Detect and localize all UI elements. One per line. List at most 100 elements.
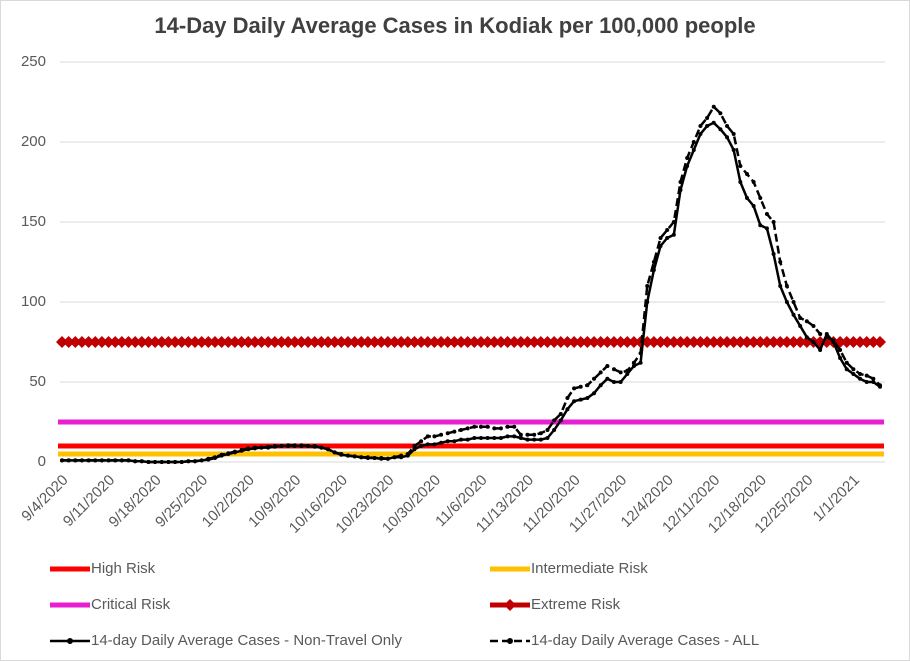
legend-label: Extreme Risk [531,596,621,613]
series-point [631,360,636,365]
threshold-marker [89,336,102,348]
series-point [698,124,703,128]
threshold-marker [780,336,793,348]
series-point [731,148,736,152]
threshold-marker [534,336,547,348]
series-point [685,156,690,160]
series-point [439,440,444,445]
series-point [419,444,424,448]
threshold-marker [155,336,168,348]
series-point [392,455,397,460]
threshold-marker [787,336,800,348]
series-point [718,111,723,116]
threshold-marker [195,336,208,348]
series-point [525,437,530,442]
series-point [133,459,138,464]
series-point [459,428,464,432]
series-point [804,335,809,340]
series-point [671,220,676,224]
threshold-marker [734,336,747,348]
threshold-marker [115,336,128,348]
threshold-marker [568,336,581,348]
threshold-marker [594,336,607,348]
series-point [844,367,849,372]
threshold-marker [182,336,195,348]
threshold-marker [56,336,68,348]
series-point [878,383,882,388]
series-point [485,424,490,429]
threshold-marker [554,336,567,348]
series-point [505,434,510,439]
threshold-marker [102,336,115,348]
threshold-marker [701,336,714,348]
series-point [193,459,198,464]
series-point [538,431,543,436]
series-point [266,444,271,449]
threshold-marker [521,336,534,348]
y-tick-label: 200 [21,133,46,150]
series-point [691,148,696,152]
series-point [186,459,191,464]
series-point [505,424,510,429]
series-point [525,432,530,437]
series-point [365,455,370,460]
threshold-marker [667,336,680,348]
threshold-marker [242,336,255,348]
threshold-marker [860,336,873,348]
series-point [492,426,497,431]
series-point [99,458,104,463]
series-point [286,443,291,448]
threshold-marker [714,336,727,348]
threshold-marker [607,336,620,348]
series-point [605,376,610,381]
threshold-marker [208,336,221,348]
threshold-marker [441,336,454,348]
series-point [66,458,71,463]
series-point [292,443,297,448]
series-point [299,443,304,448]
series-point [359,455,364,460]
series-point [678,180,683,184]
series-point [319,445,324,450]
threshold-marker [235,336,248,348]
series-point [665,228,670,232]
threshold-marker [282,336,295,348]
threshold-marker [142,336,155,348]
series-point [545,428,550,432]
threshold-marker [428,336,441,348]
y-tick-label: 100 [21,293,46,310]
series-point [385,456,390,461]
legend-marker [504,599,516,611]
series-point [478,424,483,429]
series-point [784,284,789,288]
series-point [838,356,843,360]
series-point [605,364,610,368]
threshold-marker [388,336,401,348]
threshold-marker [149,336,162,348]
series-point [638,351,643,356]
series-point [153,460,158,464]
threshold-marker [395,336,408,348]
series-point [139,459,144,464]
series-point [838,348,843,352]
threshold-marker [474,336,487,348]
threshold-marker [162,336,175,348]
threshold-marker [488,336,501,348]
series-point [538,437,543,442]
series-point [412,444,417,448]
series-point [113,458,118,463]
series-point [771,252,776,256]
series-point [119,458,124,463]
series-point [279,444,284,448]
series-point [445,431,450,436]
series-point [60,458,64,463]
threshold-marker [847,336,860,348]
series-point [73,458,78,463]
series-point [405,452,410,456]
threshold-marker [109,336,122,348]
threshold-marker [528,336,541,348]
threshold-marker [135,336,148,348]
series-point [552,418,557,423]
legend-label: Critical Risk [91,596,171,613]
